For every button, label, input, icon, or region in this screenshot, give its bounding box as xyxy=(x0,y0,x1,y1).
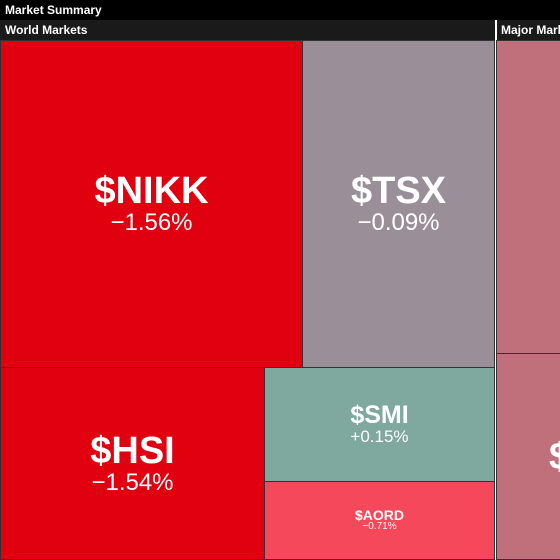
tile[interactable]: $ xyxy=(496,353,560,560)
tile-symbol: $HSI xyxy=(90,429,175,472)
tile-symbol: $SMI xyxy=(350,401,409,430)
section-header: Major Markets xyxy=(497,20,560,40)
tile[interactable]: $AORD −0.71% xyxy=(264,481,495,560)
tile-symbol: $TSX xyxy=(350,170,447,213)
tile-symbol: $ xyxy=(549,438,560,476)
tile-symbol: $NIKK xyxy=(94,170,209,213)
tile[interactable] xyxy=(496,40,560,354)
tile-change: +0.15% xyxy=(350,427,409,447)
tile-change: −1.56% xyxy=(110,209,193,237)
tile-change: −0.09% xyxy=(357,209,440,237)
tile-change: −0.71% xyxy=(362,521,397,533)
tile-symbol: $AORD xyxy=(354,507,404,524)
tile[interactable]: $TSX −0.09% xyxy=(302,40,495,368)
tile[interactable]: $HSI −1.54% xyxy=(0,367,265,560)
tile[interactable]: $SMI +0.15% xyxy=(264,367,495,482)
tile[interactable]: $NIKK −1.56% xyxy=(0,40,303,368)
tile-change: −1.54% xyxy=(91,468,174,496)
section-header: World Markets xyxy=(0,20,495,40)
header-bar: Market Summary xyxy=(0,0,560,20)
